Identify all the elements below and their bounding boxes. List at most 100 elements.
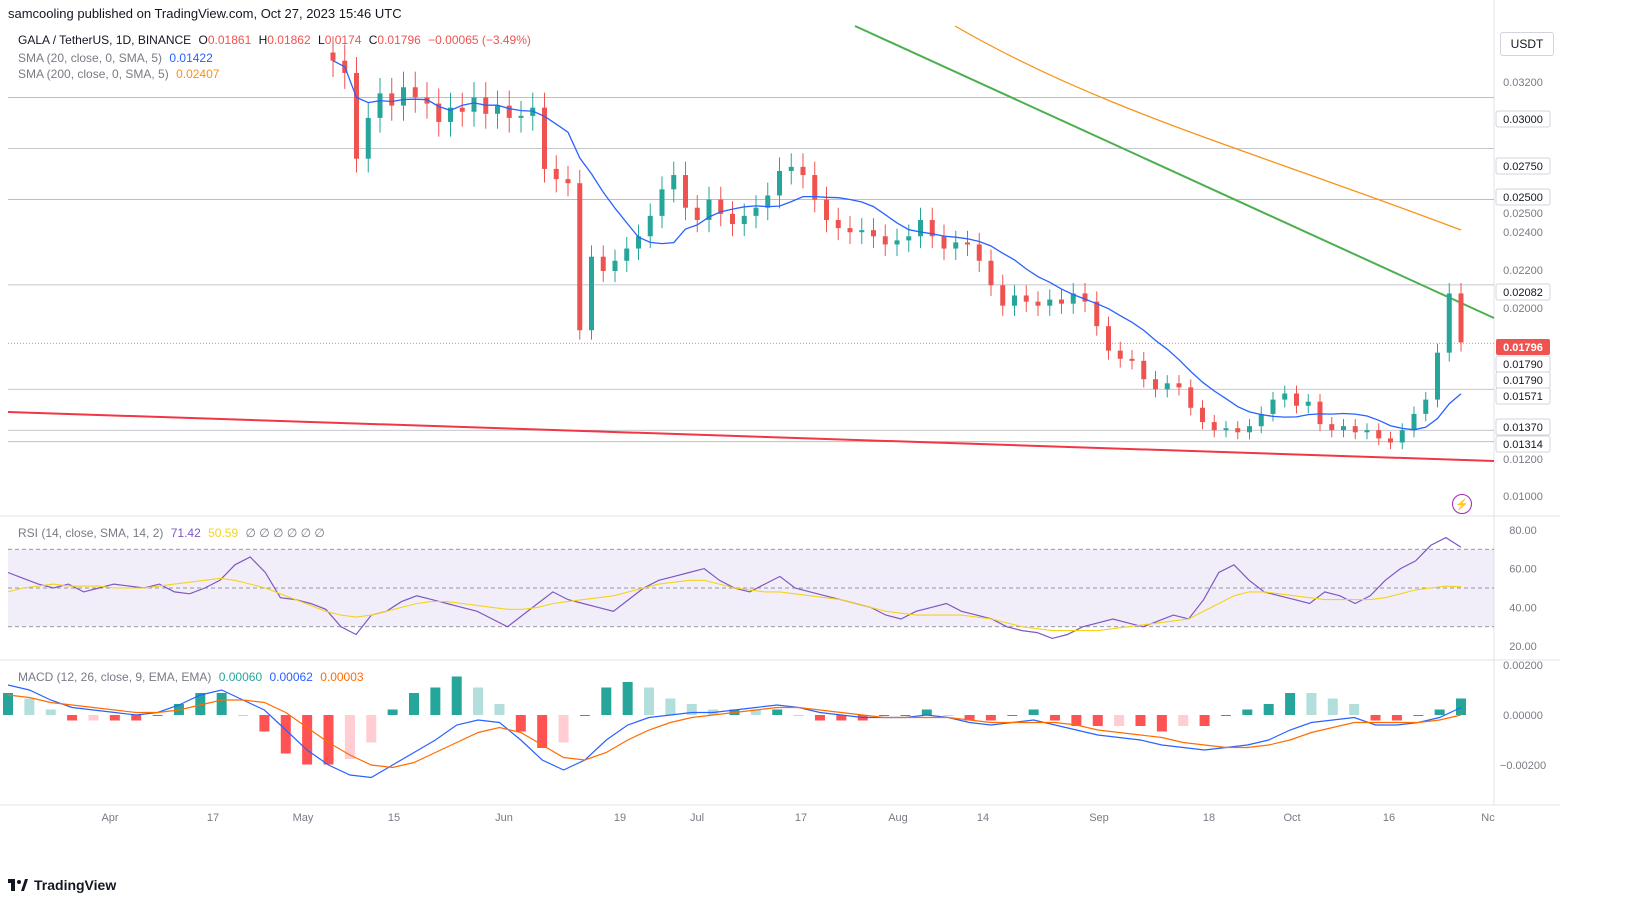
candle xyxy=(600,256,606,271)
macd-histogram-bar xyxy=(622,682,633,715)
candle xyxy=(1411,413,1417,431)
macd-histogram-bar xyxy=(408,693,419,715)
candle xyxy=(365,117,371,159)
candle xyxy=(1141,360,1147,380)
macd-histogram-bar xyxy=(387,709,398,715)
macd-histogram-bar xyxy=(1156,715,1167,732)
macd-histogram-bar xyxy=(280,715,291,754)
candle xyxy=(1059,299,1064,304)
candle xyxy=(1211,422,1217,431)
level-badge xyxy=(1495,188,1551,206)
macd-histogram-bar xyxy=(665,698,676,715)
candle xyxy=(1435,352,1440,400)
time-axis-label: May xyxy=(293,812,314,824)
candle xyxy=(401,87,406,106)
candle xyxy=(436,103,442,122)
macd-histogram-bar xyxy=(793,715,804,716)
macd-signal-value: 0.00003 xyxy=(320,670,364,684)
macd-histogram-bar xyxy=(537,715,548,748)
candle xyxy=(1094,301,1100,327)
candle xyxy=(389,93,395,106)
symbol-label: GALA / TetherUS, 1D, BINANCE xyxy=(18,33,192,47)
time-axis-label: Apr xyxy=(101,812,118,824)
candle xyxy=(495,105,500,114)
macd-histogram-bar xyxy=(109,715,120,721)
sma200-value: 0.02407 xyxy=(176,67,220,81)
time-axis-label: Nc xyxy=(1481,812,1495,824)
candle xyxy=(683,175,688,208)
price-axis-label: 0.03000 xyxy=(1503,114,1543,126)
rsi-axis-label: 40.00 xyxy=(1509,602,1537,614)
candle xyxy=(1223,428,1229,431)
high-value: 0.01862 xyxy=(267,33,311,47)
candle xyxy=(965,242,970,245)
candle xyxy=(1388,438,1393,443)
macd-histogram-bar xyxy=(152,715,163,716)
level-badge xyxy=(1495,283,1551,301)
price-axis-label: 0.02750 xyxy=(1503,161,1543,173)
macd-label: MACD (12, 26, close, 9, EMA, EMA) xyxy=(18,670,212,684)
candle xyxy=(612,260,618,271)
candle xyxy=(929,219,935,237)
candle xyxy=(835,219,841,229)
macd-histogram-bar xyxy=(1434,709,1445,715)
candle xyxy=(800,166,806,176)
sma20-line xyxy=(332,60,1462,431)
brand-label: TradingView xyxy=(34,877,117,893)
candle xyxy=(741,215,747,225)
price-axis-label: 0.01571 xyxy=(1503,391,1543,403)
macd-histogram-bar xyxy=(814,715,825,721)
lightning-icon[interactable]: ⚡ xyxy=(1452,494,1472,514)
price-axis-label: 0.01790 xyxy=(1503,359,1543,371)
candle xyxy=(988,260,994,286)
macd-histogram-bar xyxy=(772,709,783,715)
h-label: H xyxy=(258,33,268,47)
currency-button[interactable]: USDT xyxy=(1500,32,1554,56)
candle xyxy=(624,248,630,261)
candle xyxy=(647,215,653,237)
sma20-legend: SMA (20, close, 0, SMA, 5) 0.01422 xyxy=(18,51,217,65)
macd-line xyxy=(7,684,1462,779)
candle xyxy=(1317,401,1323,425)
candle xyxy=(636,236,641,249)
price-axis-label: 0.01790 xyxy=(1503,375,1543,387)
macd-histogram-bar xyxy=(601,687,612,715)
candle xyxy=(812,175,818,200)
candle xyxy=(1305,401,1311,406)
macd-histogram-bar xyxy=(1285,693,1296,715)
candle xyxy=(976,244,982,261)
candle xyxy=(412,87,418,98)
price-axis-label: 0.02200 xyxy=(1503,265,1543,277)
footer: TradingView xyxy=(8,877,116,893)
macd-histogram-bar xyxy=(3,693,13,715)
publish-info: samcooling published on TradingView.com,… xyxy=(8,6,402,21)
candle xyxy=(894,240,900,245)
macd-histogram-bar xyxy=(302,715,313,765)
macd-histogram-bar xyxy=(1220,715,1231,716)
candle xyxy=(1000,285,1006,306)
candle xyxy=(1129,358,1135,361)
candle xyxy=(565,179,571,184)
macd-histogram-bar xyxy=(579,715,590,716)
macd-histogram-bar xyxy=(1028,709,1039,715)
price-axis-label: 0.01370 xyxy=(1503,422,1543,434)
time-axis-label: Jun xyxy=(495,812,513,824)
candle xyxy=(577,183,583,331)
macd-histogram-bar xyxy=(1007,715,1018,716)
rsi-axis-label: 60.00 xyxy=(1509,564,1537,576)
price-axis-label: 0.02500 xyxy=(1503,192,1543,204)
macd-histogram-bar xyxy=(195,693,206,715)
price-axis-label: 0.02000 xyxy=(1503,303,1543,315)
macd-histogram-bar xyxy=(985,715,996,721)
candle xyxy=(1106,326,1111,351)
candle xyxy=(882,236,888,245)
candle xyxy=(1047,299,1053,306)
candle xyxy=(753,207,759,216)
macd-histogram-bar xyxy=(1071,715,1082,726)
candle xyxy=(542,107,547,169)
rsi-value: 71.42 xyxy=(170,526,201,540)
tradingview-logo-icon xyxy=(8,879,28,891)
candle xyxy=(918,219,923,237)
candle xyxy=(941,236,947,249)
